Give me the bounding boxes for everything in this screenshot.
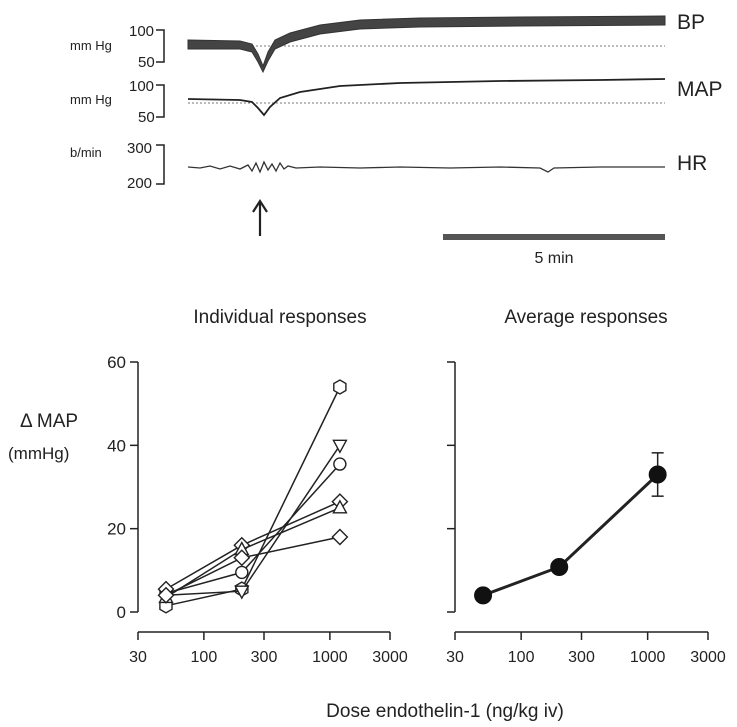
series-line [482,473,659,597]
bp-channel: mm Hg 100 50 BP [70,11,705,74]
series-line [165,386,341,607]
map-unit-label: mm Hg [70,92,112,107]
series-line [165,507,341,599]
data-point-mean [474,586,493,605]
average-responses-chart: 30 100 300 1000 3000 [446,361,726,666]
bp-scale-bracket [156,29,165,63]
hr-scale-bracket [156,144,165,185]
bp-label: BP [677,11,705,34]
map-trace [187,78,666,117]
time-scale-bar [443,234,665,240]
map-scale-bracket [156,84,165,118]
y-tick-label: 60 [107,353,126,372]
map-channel: mm Hg 100 50 MAP [70,78,723,126]
left-chart-title: Individual responses [193,307,366,328]
x-tick-label: 100 [508,649,535,666]
series-mean [474,452,667,605]
hr-tick-300: 300 [127,140,152,157]
y-axis-unit: (mmHg) [8,444,69,463]
traces-panel: mm Hg 100 50 BP mm Hg 100 50 MAP b/min 3… [70,11,723,267]
data-point-triangle-up [332,499,348,514]
bp-unit-label: mm Hg [70,38,112,53]
data-point-mean [648,465,667,484]
time-scale-label: 5 min [534,250,573,267]
x-tick-label: 3000 [372,649,408,666]
y-tick-label: 40 [107,436,126,455]
hr-unit-label: b/min [70,145,102,160]
series-hexagon [159,379,347,614]
data-point-triangle-down [332,439,348,454]
hr-label: HR [677,152,707,175]
x-tick-label: 30 [129,649,147,666]
data-point-mean [550,558,569,576]
data-point-diamond-2 [233,549,251,567]
data-point-hexagon [333,379,347,395]
data-point-triangle-down [234,585,250,600]
x-tick-label: 300 [251,649,278,666]
x-tick-label: 1000 [630,649,666,666]
bp-trace [187,15,666,74]
map-tick-100: 100 [129,78,154,95]
series-triangle-down [158,439,348,604]
x-tick-label: 300 [568,649,595,666]
map-tick-50: 50 [138,109,155,126]
x-tick-label: 1000 [312,649,348,666]
data-point-diamond-2 [331,528,349,546]
data-point-diamond-2 [157,586,175,604]
data-point-circle [333,457,347,471]
y-tick-label: 0 [117,603,126,622]
map-label: MAP [677,78,723,101]
x-tick-label: 30 [446,649,464,666]
bp-tick-100: 100 [129,23,154,40]
right-chart-title: Average responses [504,307,667,328]
y-axis-label: Δ MAP [20,411,78,432]
hr-tick-200: 200 [127,175,152,192]
bp-tick-50: 50 [138,54,155,71]
series-circle [159,457,347,600]
data-point-circle [235,565,249,580]
y-tick-label: 20 [107,520,126,539]
series-line [165,444,341,597]
series-diamond-2 [157,528,349,604]
hr-trace [187,160,665,174]
individual-responses-chart: 0 20 40 60 30 100 300 1000 3000 [107,353,408,666]
x-tick-label: 100 [191,649,218,666]
injection-arrow [252,198,268,236]
x-tick-label: 3000 [690,649,726,666]
x-axis-label: Dose endothelin-1 (ng/kg iv) [326,701,564,722]
hr-channel: b/min 300 200 HR [70,140,707,192]
